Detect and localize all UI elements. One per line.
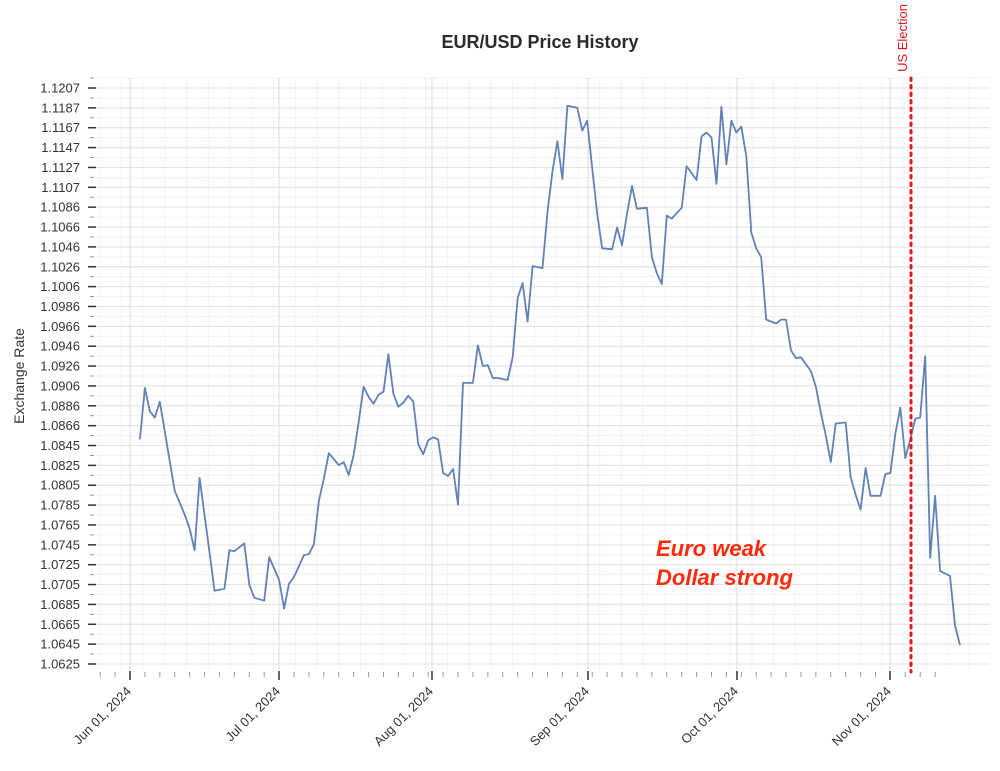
x-tick-label: Aug 01, 2024 xyxy=(371,684,436,749)
y-tick-label: 1.0825 xyxy=(40,458,80,473)
y-tick-label: 1.1026 xyxy=(40,259,80,274)
y-tick-label: 1.0866 xyxy=(40,418,80,433)
y-tick-label: 1.1147 xyxy=(41,140,80,155)
y-tick-label: 1.1046 xyxy=(40,239,80,254)
y-tick-label: 1.0725 xyxy=(40,557,80,572)
y-tick-label: 1.1187 xyxy=(41,100,80,115)
y-tick-label: 1.0966 xyxy=(40,319,80,334)
x-tick-label: Nov 01, 2024 xyxy=(829,684,894,749)
y-tick-label: 1.1086 xyxy=(40,200,80,215)
y-tick-label: 1.0946 xyxy=(40,339,80,354)
x-tick-label: Sep 01, 2024 xyxy=(527,684,592,749)
y-axis-label: Exchange Rate xyxy=(11,328,27,424)
y-tick-label: 1.1127 xyxy=(41,160,80,175)
y-tick-label: 1.0805 xyxy=(40,478,80,493)
y-tick-label: 1.0906 xyxy=(40,378,80,393)
y-tick-label: 1.0785 xyxy=(40,498,80,513)
y-tick-label: 1.0926 xyxy=(40,359,80,374)
y-axis: 1.1207 1.1187 1.1167 1.1147 1.1127 1.1107 1.10… xyxy=(40,77,96,672)
y-tick-label: 1.0886 xyxy=(40,398,80,413)
x-axis: Jun 01, 2024 Jul 01, 2024 Aug 01, 2024 Sep … xyxy=(70,671,936,749)
y-tick-label: 1.1167 xyxy=(41,120,80,135)
y-tick-label: 1.0845 xyxy=(40,438,80,453)
y-tick-label: 1.1066 xyxy=(40,220,80,235)
y-tick-label: 1.0685 xyxy=(40,597,80,612)
y-tick-label: 1.0705 xyxy=(40,577,80,592)
x-tick-label: Oct 01, 2024 xyxy=(678,684,741,747)
us-election-label: US Election xyxy=(895,4,910,72)
y-tick-label: 1.0625 xyxy=(40,657,80,672)
x-tick-label: Jul 01, 2024 xyxy=(222,684,283,745)
y-tick-label: 1.1207 xyxy=(40,81,80,96)
y-tick-label: 1.0665 xyxy=(40,617,80,632)
y-tick-label: 1.1006 xyxy=(40,279,80,294)
y-tick-label: 1.0986 xyxy=(40,299,80,314)
annotation-euro-weak: Euro weak xyxy=(656,536,768,561)
y-tick-label: 1.0765 xyxy=(40,517,80,532)
x-tick-label: Jun 01, 2024 xyxy=(70,684,134,748)
chart-title: EUR/USD Price History xyxy=(441,32,638,52)
eur-usd-price-line xyxy=(139,104,961,646)
grid xyxy=(96,77,990,670)
y-tick-label: 1.0745 xyxy=(40,537,80,552)
annotation-dollar-strong: Dollar strong xyxy=(656,565,793,590)
y-tick-label: 1.1107 xyxy=(41,180,80,195)
y-tick-label: 1.0645 xyxy=(40,637,80,652)
